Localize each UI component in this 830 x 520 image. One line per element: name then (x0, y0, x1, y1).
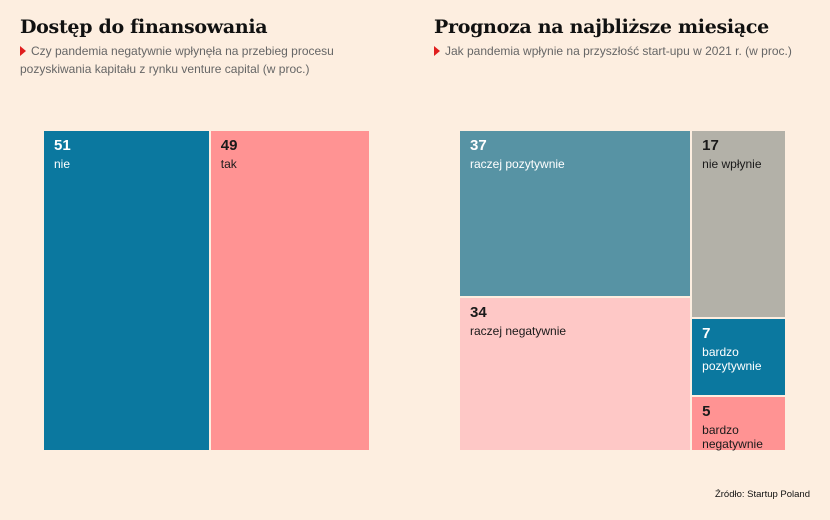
right-chart-title: Prognoza na najbliższe miesiące (434, 16, 769, 38)
tile-label: tak (220, 157, 237, 171)
tile-value: 51 (54, 137, 71, 154)
right-chart-subtitle-text: Jak pandemia wpłynie na przyszłość start… (445, 44, 792, 58)
treemap-tile-raczej-pozytywnie: 37 raczej pozytywnie (460, 131, 691, 297)
treemap-tile-bardzo-negatywnie: 5 bardzo negatywnie (692, 396, 785, 451)
tile-label: raczej pozytywnie (470, 157, 565, 171)
treemap-tile-nie: 51 nie (44, 131, 209, 450)
tile-value: 34 (470, 304, 487, 322)
tile-label: bardzo pozytywnie (702, 345, 762, 374)
tile-value: 17 (702, 137, 719, 154)
tile-value: 7 (702, 325, 711, 343)
tile-value: 49 (220, 137, 238, 154)
treemap-tile-bardzo-pozytywnie: 7 bardzo pozytywnie (692, 319, 785, 395)
treemap-tile-tak: 49 tak (210, 131, 369, 450)
red-triangle-marker-icon (20, 46, 26, 56)
right-chart-subtitle: Jak pandemia wpłynie na przyszłość start… (434, 42, 814, 60)
red-triangle-marker-icon (434, 46, 440, 56)
left-chart-title: Dostęp do finansowania (20, 16, 268, 38)
left-chart-subtitle-text: Czy pandemia negatywnie wpłynęła na prze… (20, 44, 334, 76)
treemap-tile-nie-wpłynie: 17 nie wpłynie (692, 131, 785, 318)
tile-label: raczej negatywnie (470, 324, 567, 339)
source-note: Źródło: Startup Poland (714, 489, 810, 500)
tile-value: 37 (470, 137, 487, 154)
tile-label: bardzo negatywnie (702, 422, 763, 451)
tile-value: 5 (702, 402, 711, 420)
tile-label: nie wpłynie (702, 157, 762, 171)
left-chart-subtitle: Czy pandemia negatywnie wpłynęła na prze… (20, 42, 365, 78)
treemap-tile-raczej-negatywnie: 34 raczej negatywnie (460, 298, 691, 450)
tile-label: nie (54, 157, 71, 171)
